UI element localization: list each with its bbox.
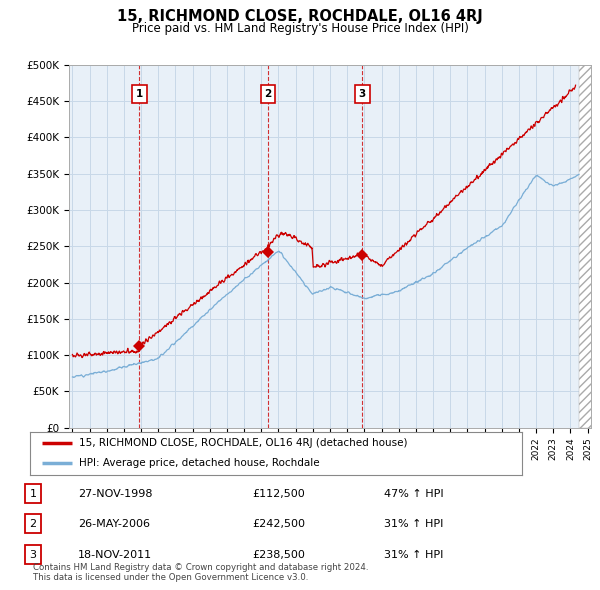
- Text: 1: 1: [136, 89, 143, 99]
- Text: 18-NOV-2011: 18-NOV-2011: [78, 550, 152, 559]
- Text: 31% ↑ HPI: 31% ↑ HPI: [384, 550, 443, 559]
- Text: 15, RICHMOND CLOSE, ROCHDALE, OL16 4RJ (detached house): 15, RICHMOND CLOSE, ROCHDALE, OL16 4RJ (…: [79, 438, 408, 448]
- Text: 27-NOV-1998: 27-NOV-1998: [78, 489, 152, 499]
- Text: Contains HM Land Registry data © Crown copyright and database right 2024.
This d: Contains HM Land Registry data © Crown c…: [33, 563, 368, 582]
- Text: £112,500: £112,500: [252, 489, 305, 499]
- Text: 2: 2: [29, 519, 37, 529]
- Text: £238,500: £238,500: [252, 550, 305, 559]
- Text: HPI: Average price, detached house, Rochdale: HPI: Average price, detached house, Roch…: [79, 458, 320, 468]
- Text: £242,500: £242,500: [252, 519, 305, 529]
- Bar: [579, 65, 596, 428]
- Text: Price paid vs. HM Land Registry's House Price Index (HPI): Price paid vs. HM Land Registry's House …: [131, 22, 469, 35]
- Text: 31% ↑ HPI: 31% ↑ HPI: [384, 519, 443, 529]
- Text: 26-MAY-2006: 26-MAY-2006: [78, 519, 150, 529]
- Text: 2: 2: [264, 89, 271, 99]
- Text: 15, RICHMOND CLOSE, ROCHDALE, OL16 4RJ: 15, RICHMOND CLOSE, ROCHDALE, OL16 4RJ: [117, 9, 483, 24]
- Text: 47% ↑ HPI: 47% ↑ HPI: [384, 489, 443, 499]
- Text: 3: 3: [359, 89, 366, 99]
- Text: 3: 3: [29, 550, 37, 559]
- Text: 1: 1: [29, 489, 37, 499]
